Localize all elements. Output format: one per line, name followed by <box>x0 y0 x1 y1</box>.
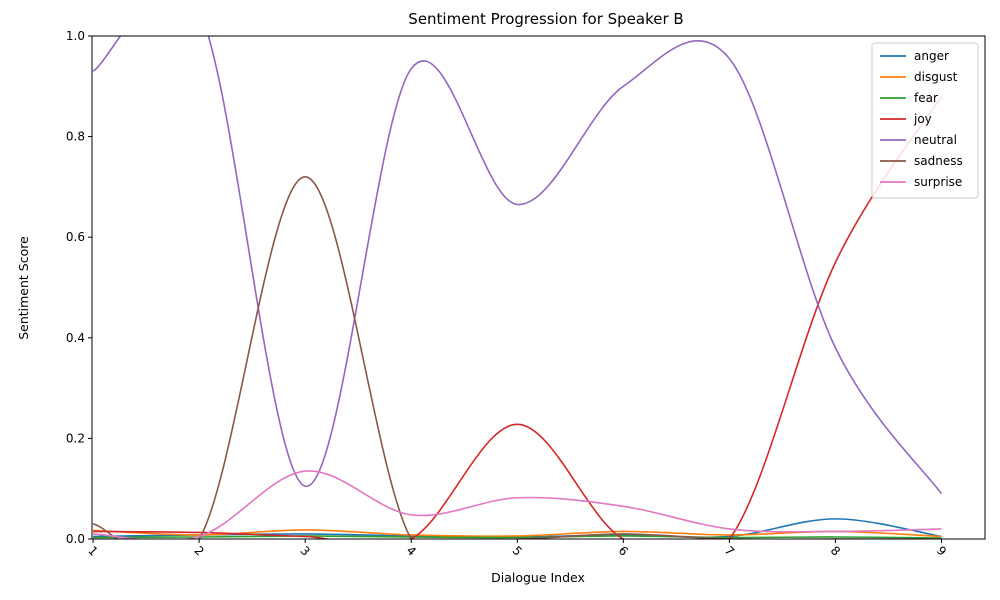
x-tick-label: 5 <box>510 543 525 558</box>
y-tick-label: 0.6 <box>66 230 85 244</box>
legend-box <box>871 42 979 199</box>
x-tick-label: 1 <box>85 543 100 558</box>
y-tick-label: 0.2 <box>66 431 85 445</box>
legend-label-disgust: disgust <box>914 70 958 84</box>
chart-title: Sentiment Progression for Speaker B <box>408 10 683 28</box>
y-tick-label: 0.4 <box>66 331 85 345</box>
y-tick-label: 0.8 <box>66 130 85 144</box>
legend-label-neutral: neutral <box>914 133 957 147</box>
legend-label-surprise: surprise <box>914 175 962 189</box>
series-line-surprise <box>93 470 942 539</box>
series-line-neutral <box>92 36 943 495</box>
series-line-joy <box>93 95 943 539</box>
x-tick-label: 6 <box>616 543 631 558</box>
legend-label-fear: fear <box>914 91 938 105</box>
series-line-fear <box>93 535 942 539</box>
legend-label-anger: anger <box>914 49 949 63</box>
legend: anger disgust fear joy neutral sadness surpris… <box>871 42 979 199</box>
x-tick-label: 4 <box>404 543 419 558</box>
x-axis-label: Dialogue Index <box>491 570 585 585</box>
x-tick-label: 7 <box>722 543 737 558</box>
x-tick-label: 8 <box>828 543 843 558</box>
y-axis-label: Sentiment Score <box>16 236 31 340</box>
x-tick-label: 3 <box>298 543 313 558</box>
x-tick-label: 9 <box>934 543 949 558</box>
y-tick-label: 0.0 <box>66 532 85 546</box>
legend-label-joy: joy <box>913 112 932 126</box>
legend-label-sadness: sadness <box>914 154 963 168</box>
x-tick-label: 2 <box>191 543 206 558</box>
y-tick-label: 1.0 <box>66 29 85 43</box>
plot-area-frame <box>91 35 986 540</box>
series-line-sadness <box>92 176 942 539</box>
